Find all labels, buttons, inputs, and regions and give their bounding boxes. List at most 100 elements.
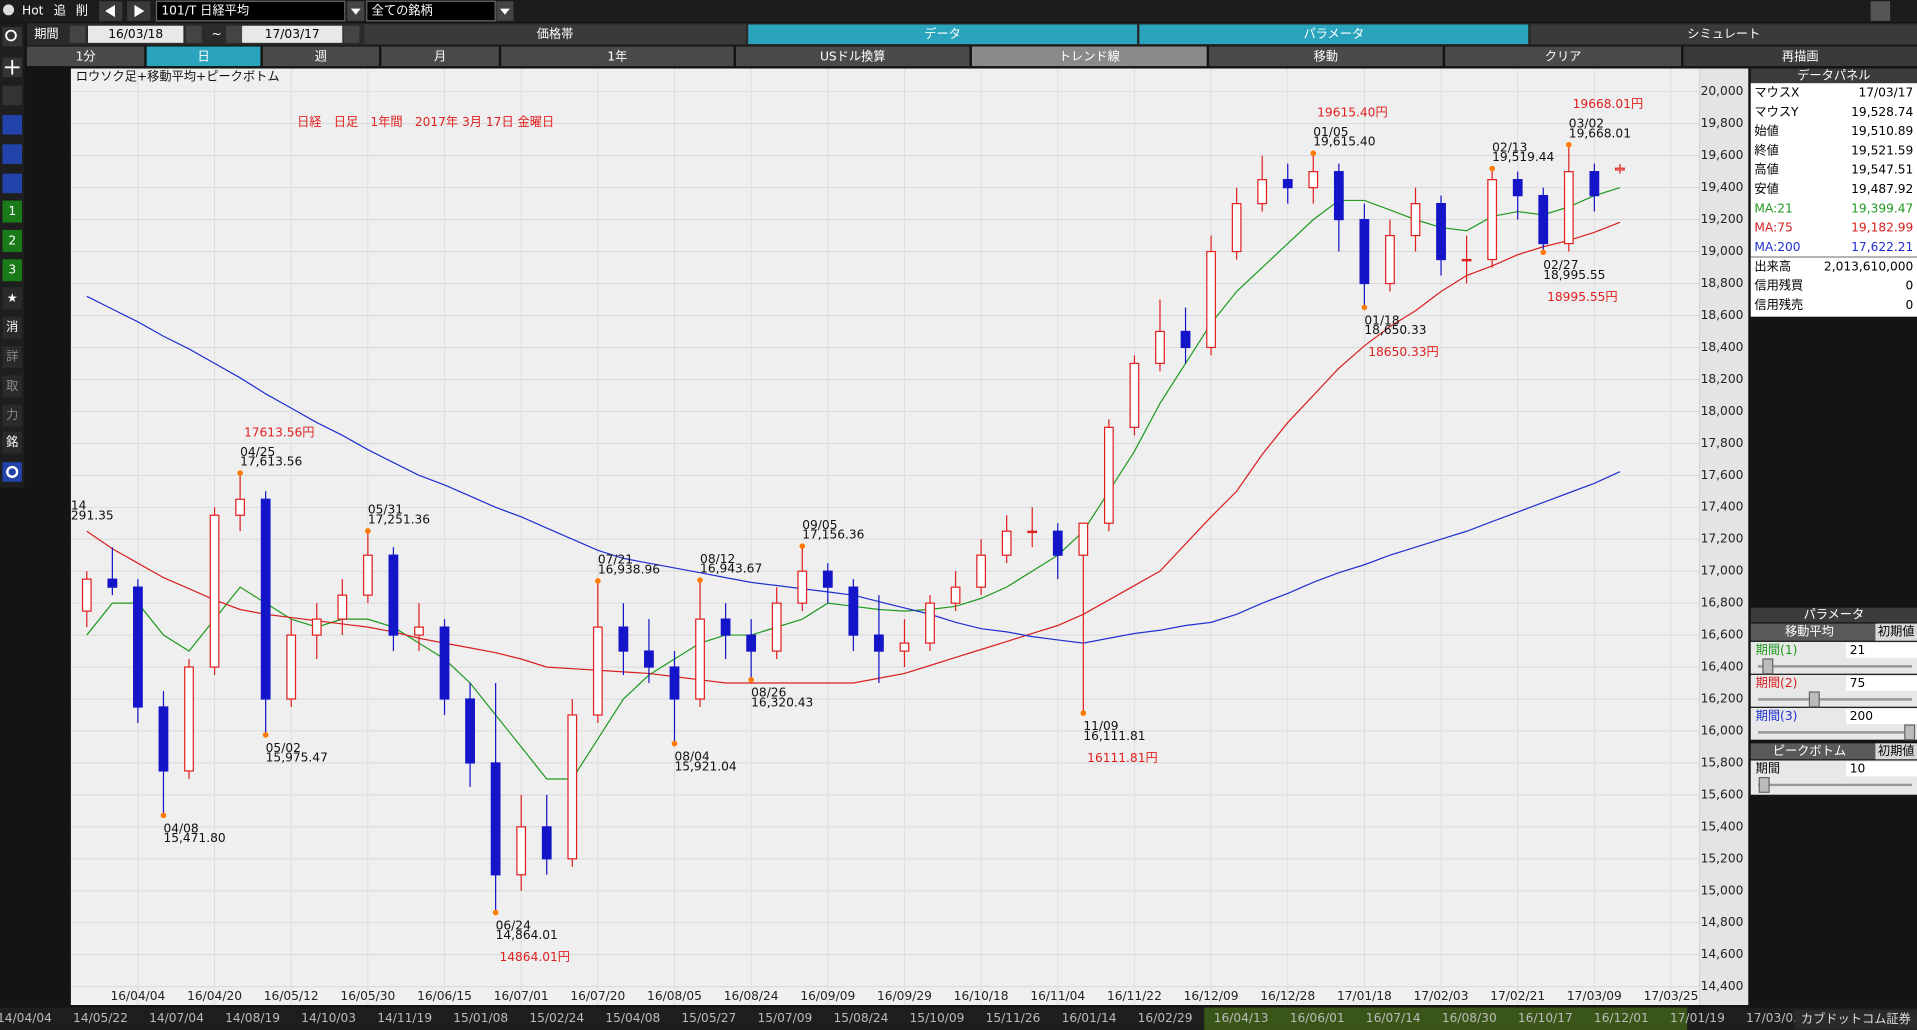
candle-body	[490, 762, 501, 876]
candle-body	[260, 498, 271, 700]
sidebar-button[interactable]	[2, 346, 23, 369]
universe-box[interactable]	[366, 0, 496, 22]
candle-body	[1385, 234, 1395, 285]
data-panel-value: 19,487.92	[1851, 182, 1913, 196]
reset-button[interactable]	[1875, 743, 1917, 760]
annotation-date: 04/25	[240, 445, 275, 459]
toolbar-button[interactable]	[262, 46, 379, 67]
reset-button[interactable]	[1875, 623, 1917, 641]
sidebar-button[interactable]	[2, 200, 23, 223]
candle-body	[1359, 218, 1370, 285]
peak-bottom-marker	[237, 470, 243, 476]
sidebar-button[interactable]	[2, 229, 23, 252]
sidebar-button[interactable]	[2, 316, 23, 339]
tab[interactable]	[1139, 24, 1529, 45]
param-value: 10	[1850, 762, 1866, 776]
param-input[interactable]	[1846, 676, 1917, 691]
annotation-date: 02/13	[1492, 140, 1527, 154]
annotation-value: 19,668.01	[1569, 126, 1631, 140]
candle-body	[286, 634, 297, 700]
y-tick-label: 15,600	[1701, 787, 1744, 801]
toolbar-button[interactable]	[1683, 46, 1917, 67]
y-tick-label: 19,000	[1701, 244, 1744, 258]
candle-body	[720, 618, 731, 636]
date-step-button[interactable]	[226, 25, 243, 43]
symbol: 101/T 日経平均	[161, 4, 249, 18]
tab[interactable]	[364, 24, 746, 45]
sidebar-button[interactable]	[2, 259, 23, 282]
candle-body	[388, 554, 399, 636]
param-input[interactable]	[1846, 761, 1917, 777]
window-button[interactable]	[1870, 1, 1891, 21]
tab[interactable]	[748, 24, 1137, 45]
sidebar-button[interactable]	[2, 431, 23, 454]
sidebar-icon[interactable]	[2, 173, 23, 194]
sidebar-icon[interactable]	[2, 114, 23, 135]
overview-date: 15/08/24	[833, 1011, 888, 1025]
date-step-button[interactable]	[343, 25, 360, 43]
symbol-box[interactable]	[155, 0, 346, 22]
add-button[interactable]: 追	[54, 3, 66, 18]
candle-body	[1589, 171, 1600, 197]
date-step-button[interactable]	[69, 25, 86, 43]
overview-date: 16/08/30	[1442, 1011, 1497, 1025]
settings-button[interactable]	[2, 462, 23, 482]
toolbar-button[interactable]	[1445, 46, 1682, 67]
reset-label: 初期値	[1878, 624, 1915, 639]
sidebar-icon[interactable]	[2, 85, 23, 106]
x-tick-label: 16/11/04	[1030, 989, 1085, 1003]
param-input[interactable]	[1846, 643, 1917, 658]
tab[interactable]	[1530, 24, 1917, 45]
delete-button[interactable]: 削	[76, 4, 88, 18]
toolbar-button[interactable]	[381, 46, 499, 67]
candle-body	[184, 666, 194, 772]
sidebar-button[interactable]	[2, 287, 23, 310]
sidebar-icon[interactable]	[2, 144, 23, 164]
overview-date: 17/03/03	[1746, 1011, 1801, 1025]
overview-date: 14/08/19	[225, 1011, 280, 1025]
data-panel-value: 0	[1906, 279, 1914, 293]
param-value: 200	[1850, 709, 1873, 723]
x-tick-label: 16/08/24	[724, 989, 779, 1003]
start-date-box[interactable]	[88, 25, 184, 43]
end-date-box[interactable]	[242, 25, 343, 43]
x-tick-label: 16/09/29	[877, 989, 932, 1003]
period-label: 期間	[34, 27, 58, 41]
overview-date: 15/07/09	[757, 1011, 812, 1025]
tab-label: データ	[924, 26, 961, 41]
overview-date: 15/02/24	[529, 1011, 584, 1025]
slider-knob[interactable]	[1758, 776, 1770, 793]
x-tick-label: 16/05/30	[340, 989, 395, 1003]
hot-button[interactable]: Hot	[22, 4, 44, 18]
candle-body	[311, 618, 322, 636]
param-section-label: 移動平均	[1785, 625, 1834, 639]
y-tick-label: 16,000	[1701, 723, 1744, 737]
slider-knob[interactable]	[1808, 691, 1820, 708]
toolbar-button[interactable]	[501, 46, 734, 67]
toolbar-button[interactable]	[735, 46, 970, 67]
toolbar-button[interactable]	[146, 46, 261, 67]
data-panel-label: 安値	[1754, 181, 1778, 196]
sidebar-label: 1	[8, 204, 16, 218]
param-input[interactable]	[1846, 709, 1917, 724]
toolbar-button[interactable]	[971, 46, 1207, 67]
y-tick-label: 14,400	[1701, 979, 1744, 993]
toolbar-button[interactable]	[1209, 46, 1443, 67]
slider-knob[interactable]	[1904, 724, 1916, 741]
data-panel-label: マウスX	[1754, 85, 1799, 99]
sidebar-button[interactable]	[2, 404, 23, 427]
plus-icon	[4, 59, 20, 75]
y-tick-label: 18,200	[1701, 372, 1744, 386]
data-panel-label: MA:200	[1754, 240, 1800, 254]
data-panel-label: 始値	[1754, 123, 1778, 138]
toolbar-button-label: 日	[197, 49, 209, 63]
slider-knob[interactable]	[1762, 658, 1774, 675]
toolbar-button[interactable]	[26, 46, 145, 67]
annotation-big-label: 17613.56円	[244, 425, 315, 439]
candle-body	[1078, 522, 1089, 556]
candle-body	[669, 666, 680, 700]
sidebar-button[interactable]	[2, 375, 23, 398]
reset-label: 初期値	[1878, 743, 1915, 758]
peak-bottom-marker	[1565, 141, 1572, 148]
date-step-button[interactable]	[185, 25, 202, 43]
